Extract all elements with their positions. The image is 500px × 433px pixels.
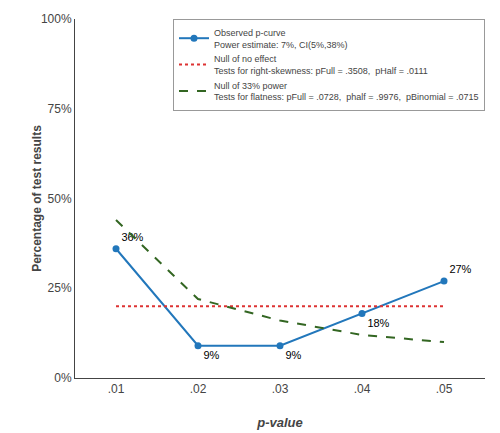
svg-text:0%: 0% (54, 371, 72, 385)
svg-text:Null of no effectTests for rig: Null of no effectTests for right-skewnes… (214, 54, 428, 76)
svg-text:9%: 9% (285, 349, 301, 361)
svg-text:9%: 9% (203, 349, 219, 361)
svg-text:18%: 18% (367, 317, 389, 329)
svg-text:Null of 33% powerTests for fla: Null of 33% powerTests for flatness: pFu… (214, 81, 478, 103)
svg-text:.03: .03 (272, 382, 289, 396)
svg-text:50%: 50% (48, 192, 72, 206)
svg-text:.04: .04 (354, 382, 371, 396)
svg-text:.05: .05 (436, 382, 453, 396)
svg-text:36%: 36% (121, 231, 143, 243)
svg-text:.02: .02 (190, 382, 207, 396)
svg-text:Percentage of test results: Percentage of test results (30, 125, 44, 272)
svg-text:27%: 27% (449, 263, 471, 275)
svg-text:Observed p-curvePower estimate: Observed p-curvePower estimate: 7%, CI(5… (214, 28, 348, 50)
svg-text:p-value: p-value (256, 415, 303, 430)
svg-text:100%: 100% (41, 12, 72, 26)
svg-text:.01: .01 (108, 382, 125, 396)
svg-text:75%: 75% (48, 102, 72, 116)
svg-text:25%: 25% (48, 281, 72, 295)
